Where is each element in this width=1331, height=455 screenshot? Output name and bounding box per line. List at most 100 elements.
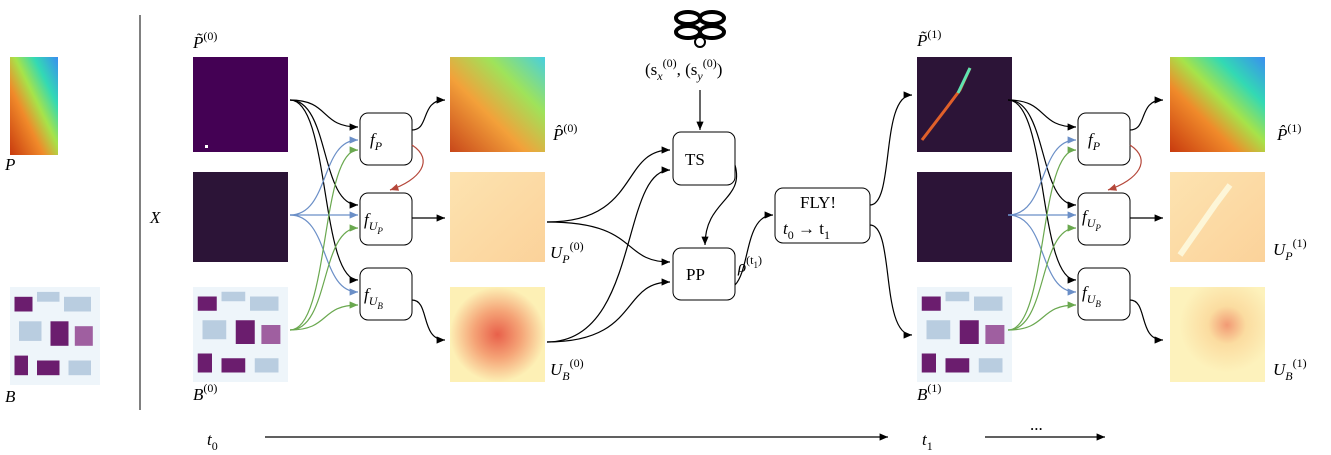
building [37, 361, 60, 376]
arrow [290, 150, 358, 330]
label-part: P [1092, 139, 1101, 153]
arrow [290, 100, 358, 205]
label: X [149, 208, 161, 227]
label-part: P [4, 155, 15, 174]
label: ρ(t1) [737, 253, 762, 276]
label-part: B [5, 387, 16, 406]
arrow [870, 95, 912, 205]
function-box [360, 113, 412, 165]
building [203, 320, 227, 339]
label-part: (1) [1293, 356, 1307, 370]
building [946, 292, 970, 302]
rotor [676, 12, 700, 24]
building [198, 354, 212, 373]
map-image [1170, 57, 1265, 152]
arrow [1008, 150, 1076, 330]
label-part: (1) [927, 381, 941, 395]
building [236, 320, 255, 344]
building [15, 297, 33, 312]
arrow [1008, 100, 1076, 205]
label-part: B [917, 385, 928, 404]
building [946, 358, 970, 372]
label-part: P̃ [192, 33, 203, 52]
label: ... [1030, 415, 1043, 434]
label: P̃(0) [192, 29, 217, 52]
map-image [10, 57, 58, 155]
label: B(1) [917, 381, 941, 404]
label: UB(0) [550, 356, 584, 383]
label-part: P̂ [552, 125, 563, 144]
label-part: P̃ [916, 31, 927, 50]
arrow [870, 225, 912, 335]
label-part: TS [685, 150, 705, 169]
label-part: B [193, 385, 204, 404]
label-part: 1 [927, 439, 933, 453]
label-part: X [149, 208, 161, 227]
label-part: (0) [570, 356, 584, 370]
label: P [4, 155, 15, 174]
layout [10, 12, 1265, 437]
arrow [1008, 305, 1076, 330]
label-part: x [656, 69, 663, 83]
arrow [547, 150, 670, 222]
label: (sx(0), (sy(0)) [645, 56, 722, 83]
label: B(0) [193, 381, 217, 404]
camera [695, 37, 705, 47]
label: t1 [922, 430, 933, 453]
label-part: B [1095, 299, 1101, 309]
building [261, 325, 280, 344]
label-part: (0) [563, 121, 577, 135]
label-part: 1 [824, 228, 830, 242]
map-image [450, 287, 545, 382]
label-part: → t [794, 219, 825, 238]
function-box [1078, 113, 1130, 165]
map-image [1170, 287, 1265, 382]
map-image [193, 57, 288, 152]
label-part: FLY! [800, 193, 836, 212]
label-part: B [377, 301, 383, 311]
building [922, 297, 941, 311]
map-image [450, 57, 545, 152]
map-image [193, 172, 288, 262]
building [222, 292, 246, 302]
label: UP(0) [550, 239, 584, 266]
map-image [917, 172, 1012, 262]
label-part: (0) [570, 239, 584, 253]
label-part: P̂ [1276, 125, 1287, 144]
label-part: B [1285, 369, 1293, 383]
diagram: PBXP̃(0)B(0)fPfUPfUBP̂(0)UP(0)UB(0)(sx(0… [0, 0, 1331, 455]
building [927, 320, 951, 339]
pixel [205, 145, 208, 148]
label: FLY! [800, 193, 836, 212]
building [51, 321, 69, 346]
label-part: (1) [1293, 236, 1307, 250]
label-part: ... [1030, 415, 1043, 434]
label-part: (s [645, 60, 657, 79]
label: t0 [207, 430, 218, 453]
label: UB(1) [1273, 356, 1307, 383]
arrow [290, 305, 358, 330]
label: P̂(1) [1276, 121, 1301, 144]
arrow [412, 300, 445, 340]
label-part: (0) [663, 56, 677, 70]
building [960, 320, 979, 344]
building [222, 358, 246, 372]
rotor [676, 26, 700, 38]
building [974, 297, 1003, 311]
arrow [547, 282, 670, 342]
label-part: B [562, 369, 570, 383]
label-part: , (s [677, 60, 698, 79]
building [255, 358, 279, 372]
building [37, 292, 60, 302]
label-part: P [376, 226, 383, 236]
label-part: P [561, 252, 570, 266]
building [69, 361, 92, 376]
map-image [450, 172, 545, 262]
building [19, 321, 42, 341]
building [15, 356, 29, 376]
building [979, 358, 1003, 372]
label: P̂(0) [552, 121, 577, 144]
arrow [1130, 300, 1163, 340]
label: PP [686, 265, 705, 284]
label: P̃(1) [916, 27, 941, 50]
